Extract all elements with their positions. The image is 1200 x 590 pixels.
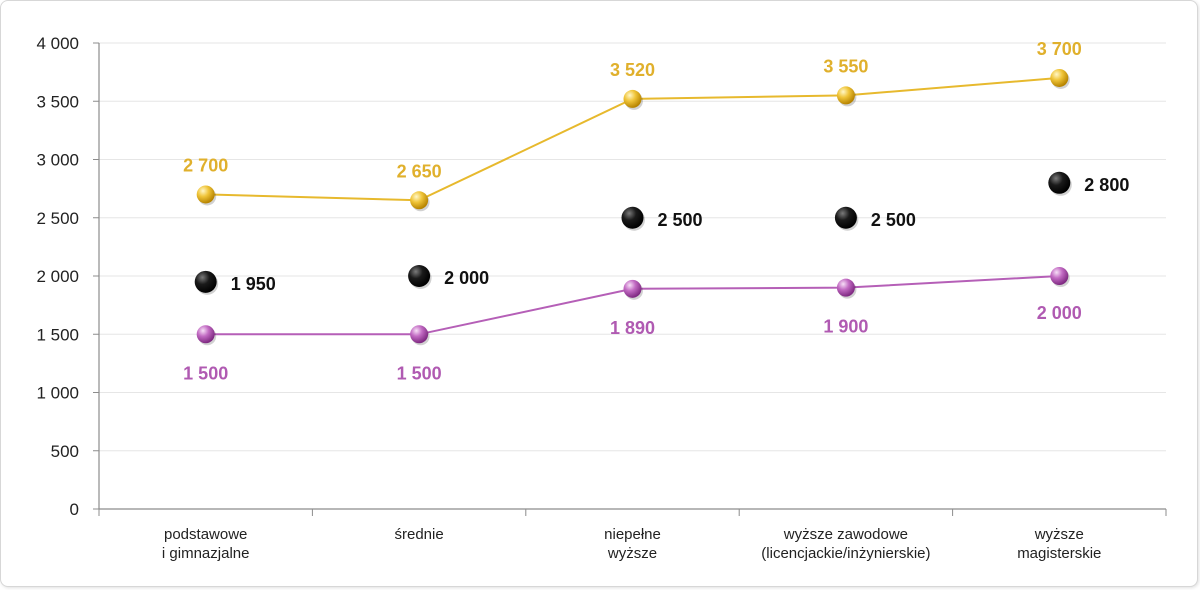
y-tick-label: 500 bbox=[51, 442, 79, 461]
x-tick-label-line: podstawowe bbox=[164, 526, 247, 543]
x-tick-label-line: wyższe zawodowe bbox=[783, 526, 908, 543]
y-tick-label: 1 500 bbox=[36, 325, 79, 344]
data-point-purple bbox=[410, 325, 429, 344]
series-layer bbox=[194, 68, 1072, 346]
data-point-purple bbox=[196, 325, 215, 344]
x-tick-label: wyższe zawodowe (licencjackie/inżynierski… bbox=[761, 526, 930, 562]
data-point-purple bbox=[623, 279, 642, 298]
x-tick-label: niepełne wyższe bbox=[604, 526, 661, 562]
x-tick-label-line: magisterskie bbox=[1017, 545, 1101, 562]
data-label-black: 2 500 bbox=[658, 210, 703, 230]
x-tick-label-line: niepełne bbox=[604, 526, 661, 543]
label-layer: 2 700 2 650 3 520 3 550 3 700 1 950 2 000 2 500… bbox=[183, 39, 1129, 383]
x-tick-label-line: i gimnazjalne bbox=[162, 545, 250, 562]
x-tick-label: średnie bbox=[394, 526, 443, 543]
x-tick-label: podstawowe i gimnazjalne bbox=[162, 526, 250, 562]
data-point-gold bbox=[623, 89, 642, 108]
data-label-black: 2 800 bbox=[1084, 175, 1129, 195]
data-label-gold: 3 550 bbox=[823, 56, 868, 76]
x-tick-label-line: (licencjackie/inżynierskie) bbox=[761, 545, 930, 562]
data-label-purple: 1 900 bbox=[823, 317, 868, 337]
data-label-gold: 2 650 bbox=[397, 161, 442, 181]
data-label-gold: 3 700 bbox=[1037, 39, 1082, 59]
data-point-purple bbox=[836, 278, 855, 297]
data-label-purple: 2 000 bbox=[1037, 303, 1082, 323]
data-label-black: 1 950 bbox=[231, 274, 276, 294]
x-tick-label: wyższe magisterskie bbox=[1017, 526, 1101, 562]
y-tick-label: 4 000 bbox=[36, 34, 79, 53]
data-point-gold bbox=[410, 191, 429, 210]
y-tick-label: 3 000 bbox=[36, 151, 79, 170]
data-point-black bbox=[408, 265, 431, 287]
data-point-black bbox=[834, 206, 857, 229]
x-tick-label-line: wyższe bbox=[1034, 526, 1084, 543]
y-tick-label: 0 bbox=[70, 500, 79, 519]
x-tick-label-line: średnie bbox=[394, 526, 443, 543]
y-tick-label: 3 500 bbox=[36, 92, 79, 111]
data-point-gold bbox=[196, 185, 215, 204]
data-point-purple bbox=[1050, 267, 1069, 285]
data-point-black bbox=[194, 270, 217, 293]
data-label-black: 2 500 bbox=[871, 210, 916, 230]
data-label-black: 2 000 bbox=[444, 268, 489, 288]
x-tick-label-line: wyższe bbox=[607, 545, 657, 562]
data-label-purple: 1 500 bbox=[397, 363, 442, 383]
data-label-purple: 1 500 bbox=[183, 363, 228, 383]
axis-layer: 0 500 1 000 1 500 2 000 2 500 3 000 3 500 4 000 p… bbox=[36, 34, 1167, 562]
data-point-gold bbox=[1050, 68, 1069, 87]
data-point-gold bbox=[836, 86, 855, 105]
data-label-gold: 3 520 bbox=[610, 60, 655, 80]
data-label-gold: 2 700 bbox=[183, 155, 228, 175]
data-label-purple: 1 890 bbox=[610, 318, 655, 338]
data-point-black bbox=[1048, 171, 1071, 194]
data-point-black bbox=[621, 206, 644, 229]
y-tick-label: 1 000 bbox=[36, 384, 79, 403]
y-tick-label: 2 000 bbox=[36, 267, 79, 286]
y-tick-label: 2 500 bbox=[36, 209, 79, 228]
